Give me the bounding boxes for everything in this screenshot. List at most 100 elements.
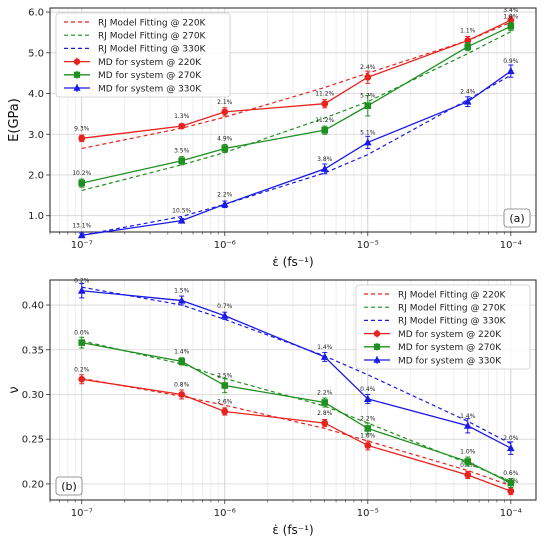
data-point-square	[78, 179, 86, 187]
plot-frame	[49, 279, 537, 501]
data-label: 0.0%	[74, 330, 90, 337]
data-point-triangle	[507, 443, 515, 452]
data-label: 13.1%	[72, 222, 91, 229]
fit-series	[81, 31, 512, 192]
panel-label: (b)	[55, 476, 83, 496]
data-label: 3.4%	[503, 7, 519, 14]
data-label: 9.3%	[74, 125, 90, 132]
x-tick-label: 10⁻⁵	[357, 240, 379, 251]
legend-label: RJ Model Fitting @ 330K	[398, 317, 507, 327]
data-point-circle	[78, 375, 86, 383]
x-tick-label: 10⁻⁶	[214, 508, 236, 519]
x-axis-label: ε̇ (fs⁻¹)	[272, 255, 313, 269]
data-label: 1.8%	[503, 13, 519, 20]
data-point-square	[464, 43, 472, 50]
legend-label: RJ Model Fitting @ 270K	[398, 304, 507, 314]
x-axis-label: ε̇ (fs⁻¹)	[272, 523, 313, 537]
data-label: 2.4%	[360, 64, 376, 71]
data-point-triangle	[177, 296, 186, 304]
data-point-square	[507, 479, 515, 487]
legend-box	[55, 12, 231, 98]
data-label: 11.2%	[315, 91, 334, 98]
y-tick-label: 0.20	[22, 479, 44, 490]
data-point-square	[364, 102, 372, 110]
legend-label: MD for system @ 330K	[398, 356, 502, 366]
y-tick-label: 0.35	[22, 345, 44, 356]
data-label: 0.7%	[217, 303, 233, 310]
data-point-triangle	[177, 216, 186, 224]
data-label: 0.9%	[503, 58, 519, 65]
data-label: 4.9%	[217, 136, 233, 143]
fit-line	[81, 31, 512, 192]
y-tick-label: 0.30	[22, 390, 44, 401]
legend-label: RJ Model Fitting @ 330K	[98, 45, 207, 55]
data-point-circle	[364, 442, 372, 449]
data-label: 10.2%	[72, 170, 91, 177]
data-point-circle	[364, 73, 372, 81]
data-point-circle	[178, 122, 186, 130]
data-point-triangle	[363, 138, 372, 146]
md-series: 0.2% 1.5% 0.7% 1.4% 0.4% 1.4% 2.0%	[74, 278, 519, 455]
data-point-triangle	[77, 286, 86, 294]
legend: RJ Model Fitting @ 220K RJ Model Fitting …	[355, 284, 531, 370]
y-tick-label: 3.0	[28, 130, 44, 141]
data-point-circle	[221, 408, 229, 415]
y-axis-label: E(GPa)	[7, 98, 22, 142]
data-point-triangle	[77, 231, 86, 239]
legend: RJ Model Fitting @ 220K RJ Model Fitting …	[55, 12, 231, 98]
data-label: 0.8%	[174, 381, 190, 388]
data-label: 1.4%	[460, 413, 476, 420]
legend-marker-circle	[73, 58, 81, 65]
legend-marker-square	[373, 343, 381, 350]
x-tick-label: 10⁻⁴	[500, 508, 522, 519]
data-label: 1.0%	[460, 449, 476, 456]
data-point-circle	[78, 134, 86, 142]
legend-label: RJ Model Fitting @ 220K	[98, 18, 207, 28]
y-tick-label: 1.0	[28, 211, 44, 222]
legend-marker-circle	[373, 330, 381, 337]
fit-line	[81, 74, 512, 236]
y-tick-label: 4.0	[28, 89, 44, 100]
data-label: 2.0%	[503, 435, 519, 442]
data-point-square	[364, 425, 372, 432]
data-point-circle	[321, 100, 329, 108]
data-label: 1.1%	[460, 28, 476, 35]
data-point-square	[221, 382, 229, 389]
data-label: 0.2%	[74, 366, 90, 373]
data-label: 2.6%	[217, 398, 233, 405]
data-label: 2.2%	[317, 390, 333, 397]
y-tick-label: 2.0	[28, 170, 44, 181]
data-label: 1.4%	[317, 344, 333, 351]
data-label: 0.6%	[503, 470, 519, 477]
data-point-triangle	[463, 421, 472, 429]
data-point-circle	[507, 487, 515, 495]
x-tick-label: 10⁻⁶	[214, 240, 236, 251]
data-point-square	[321, 399, 329, 406]
x-tick-label: 10⁻⁴	[500, 240, 522, 251]
data-point-triangle	[320, 352, 329, 360]
data-label: 10.5%	[172, 208, 191, 215]
data-label: 2.8%	[317, 410, 333, 417]
panel-label-text: (b)	[61, 480, 77, 493]
y-tick-label: 5.0	[28, 48, 44, 59]
y-axis-label: ν	[7, 386, 22, 393]
data-point-square	[221, 145, 229, 152]
data-point-square	[178, 157, 186, 165]
data-label: 11.2%	[315, 117, 334, 124]
data-label: 2.2%	[217, 191, 233, 198]
data-label: 1.6%	[360, 432, 376, 439]
x-tick-label: 10⁻⁷	[71, 508, 93, 519]
data-point-square	[178, 358, 186, 365]
legend-label: RJ Model Fitting @ 220K	[398, 290, 507, 300]
md-series: 0.2%0.8%2.6%2.8%1.6%0.4%0.8%	[74, 366, 519, 496]
legend-label: MD for system @ 270K	[398, 343, 502, 353]
data-point-triangle	[220, 311, 229, 319]
legend-label: MD for system @ 220K	[98, 58, 202, 68]
legend-marker-triangle	[373, 356, 381, 363]
legend-label: MD for system @ 330K	[98, 84, 202, 94]
md-series: 10.2% 3.5% 4.9% 11.2% 5.7% 1.8%	[72, 13, 519, 188]
data-label: 1.4%	[174, 348, 190, 355]
data-point-circle	[464, 471, 472, 479]
md-series: 0.0% 1.4% 2.5% 2.2% 2.2% 1.0% 0.6%	[74, 330, 519, 488]
